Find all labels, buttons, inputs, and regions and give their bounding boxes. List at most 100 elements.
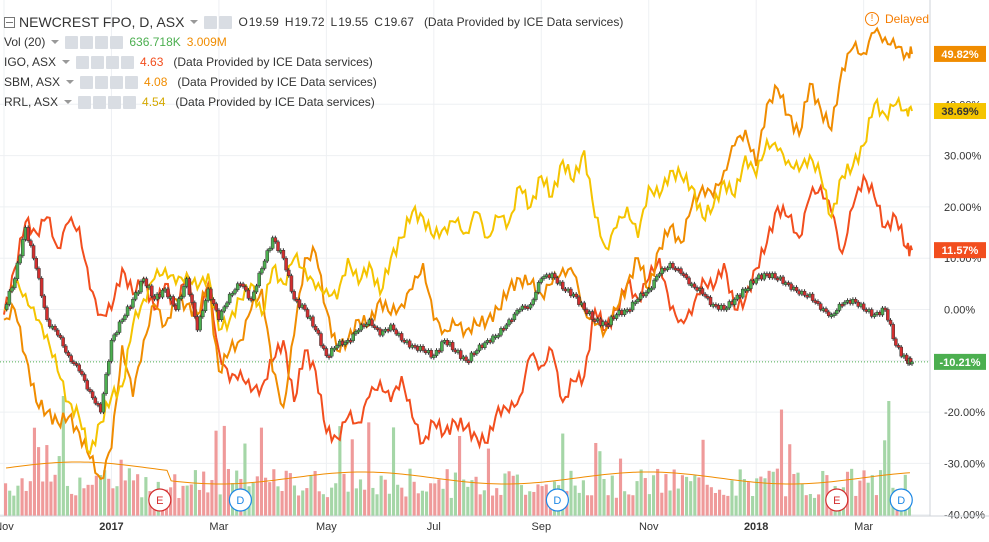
volume-bar [453, 472, 457, 516]
candle-body [69, 355, 73, 362]
close-icon[interactable] [123, 95, 137, 109]
volume-bar [594, 442, 598, 516]
collapse-icon[interactable] [4, 16, 15, 28]
candle-body [722, 304, 726, 310]
gear-icon[interactable] [93, 95, 107, 109]
candle-body [144, 278, 149, 287]
candle-body [899, 346, 904, 357]
volume-bar [214, 430, 218, 516]
candle-body [499, 328, 503, 336]
dividend-marker[interactable]: D [228, 488, 253, 512]
volume-bar [70, 493, 74, 516]
compare-symbol-name[interactable]: SBM, ASX [4, 75, 61, 89]
volume-bar [854, 495, 858, 516]
eye-icon[interactable] [76, 55, 90, 69]
eye-icon[interactable] [78, 95, 92, 109]
candle-body [746, 288, 750, 291]
volume-bar [119, 459, 123, 516]
candle-body [39, 277, 44, 297]
earnings-marker[interactable]: E [825, 488, 849, 512]
chevron-down-icon[interactable] [64, 100, 73, 104]
volume-bar [396, 484, 400, 516]
chevron-down-icon[interactable] [51, 40, 60, 44]
close-icon[interactable] [125, 75, 139, 89]
main-symbol-name[interactable]: NEWCREST FPO, D, ASX [19, 14, 185, 30]
volume-bar [350, 439, 354, 516]
volume-bar [635, 481, 639, 516]
close-icon[interactable] [121, 55, 135, 69]
last-value-text: -10.21% [940, 357, 981, 369]
candle-body [509, 319, 514, 323]
candle-body [786, 282, 791, 285]
volume-bar [532, 491, 536, 516]
add-icon[interactable] [108, 95, 122, 109]
add-icon[interactable] [110, 75, 124, 89]
dividend-marker[interactable]: D [545, 488, 569, 512]
candle-body [166, 288, 170, 298]
volume-bar [610, 475, 614, 516]
volume-bar [144, 477, 148, 516]
compare-symbol-name[interactable]: RRL, ASX [4, 95, 59, 109]
dividend-marker[interactable]: D [889, 488, 913, 512]
candle-body [703, 293, 707, 297]
chevron-down-icon[interactable] [66, 80, 75, 84]
gear-icon[interactable] [219, 15, 233, 29]
volume-bar [623, 491, 627, 516]
candle-body [131, 298, 135, 308]
x-tick-label: Nov [639, 521, 659, 533]
candle-body [381, 330, 385, 336]
volume-bar [697, 477, 701, 516]
volume-bar [20, 478, 24, 516]
candle-body [577, 296, 581, 305]
add-icon[interactable] [95, 35, 109, 49]
gear-icon[interactable] [91, 55, 105, 69]
eye-icon[interactable] [80, 75, 94, 89]
y-tick-label: -20.00% [944, 407, 985, 419]
volume-bar [41, 481, 45, 516]
candle-body [303, 304, 307, 310]
x-tick-label: 2017 [99, 521, 123, 533]
candle-body [284, 257, 288, 271]
volume-bar [115, 486, 119, 516]
candle-body [85, 380, 90, 390]
candle-body [816, 301, 820, 304]
volume-bar [433, 483, 437, 516]
volume-bar [569, 470, 573, 516]
legend-actions [80, 75, 139, 89]
chevron-down-icon[interactable] [62, 60, 71, 64]
delayed-status[interactable]: ! Delayed [864, 12, 929, 26]
candle-body [883, 307, 887, 311]
volume-bar [680, 475, 684, 516]
candle-body [880, 307, 885, 316]
compare-symbol-name[interactable]: IGO, ASX [4, 55, 57, 69]
candle-body [7, 290, 12, 305]
volume-bar [482, 490, 486, 516]
volume-bar [474, 476, 478, 516]
high-value: 19.72 [294, 15, 325, 29]
eye-icon[interactable] [204, 15, 218, 29]
earnings-marker[interactable]: E [148, 488, 172, 512]
volume-indicator-name[interactable]: Vol (20) [4, 35, 46, 49]
volume-bar [268, 482, 272, 516]
chevron-down-icon[interactable] [190, 20, 199, 24]
candle-body [262, 260, 267, 269]
data-provider-note: (Data Provided by ICE Data services) [177, 75, 377, 89]
volume-bar [486, 448, 491, 516]
candle-body [789, 283, 793, 290]
x-tick-label: Sep [531, 521, 551, 533]
close-icon[interactable] [110, 35, 124, 49]
eye-icon[interactable] [65, 35, 79, 49]
series-line-rrl [3, 95, 913, 456]
add-icon[interactable] [106, 55, 120, 69]
gear-icon[interactable] [95, 75, 109, 89]
volume-bar [416, 493, 420, 516]
gear-icon[interactable] [80, 35, 94, 49]
volume-bar [272, 469, 276, 516]
volume-bar [713, 493, 718, 516]
volume-bar [330, 487, 334, 516]
volume-bar [581, 480, 585, 516]
candle-body [824, 308, 828, 313]
volume-bar [4, 483, 8, 516]
